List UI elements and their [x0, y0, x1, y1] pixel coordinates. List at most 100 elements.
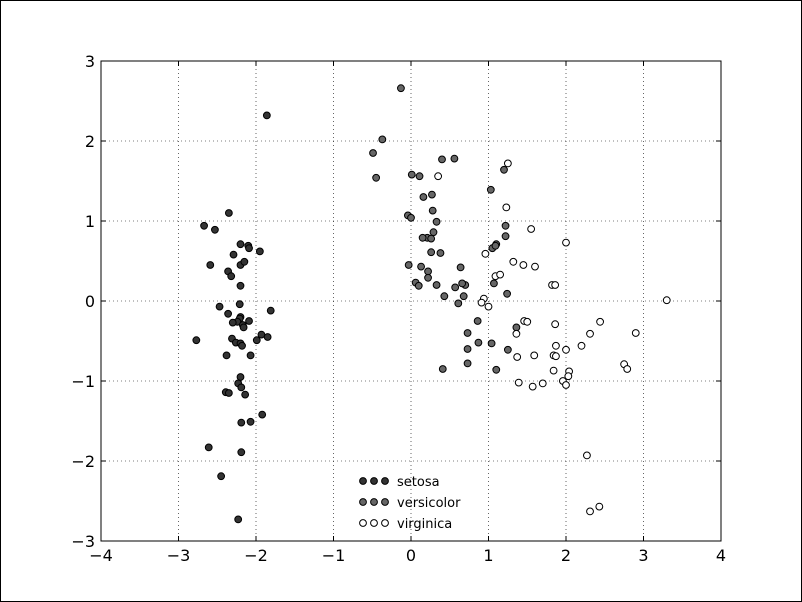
setosa-point — [263, 333, 272, 341]
versicolor-point — [458, 279, 467, 288]
legend-label-versicolor: versicolor — [397, 496, 461, 511]
setosa-point — [206, 261, 215, 269]
setosa-point — [241, 390, 250, 399]
versicolor-point — [473, 317, 482, 325]
virginica-point — [531, 262, 539, 271]
virginica-point — [530, 351, 539, 360]
virginica-point — [481, 249, 490, 258]
versicolor-point — [463, 359, 472, 368]
versicolor-point — [419, 193, 428, 201]
setosa-point — [228, 318, 237, 327]
virginica-point — [496, 270, 505, 279]
versicolor-point — [512, 323, 521, 332]
setosa-point — [236, 240, 245, 249]
setosa-point — [224, 209, 233, 217]
x-tick-label: 2 — [561, 546, 571, 565]
gridlines — [101, 61, 721, 541]
legend-label-virginica: virginica — [397, 517, 452, 532]
setosa-point — [224, 389, 233, 397]
legend-marker-versicolor — [381, 498, 389, 506]
virginica-point — [551, 281, 560, 289]
setosa-point — [224, 309, 233, 318]
virginica-point — [562, 381, 570, 389]
versicolor-point — [450, 154, 459, 163]
versicolor-point — [492, 365, 501, 374]
setosa-point — [246, 417, 255, 426]
versicolor-point — [503, 289, 512, 298]
virginica-point — [596, 317, 604, 326]
versicolor-point — [440, 292, 449, 301]
versicolor-point — [427, 248, 436, 257]
virginica-point — [519, 261, 528, 269]
versicolor-point — [490, 279, 498, 288]
versicolor-point — [432, 217, 441, 226]
versicolor-point — [438, 365, 447, 373]
legend-marker-versicolor — [359, 498, 367, 506]
virginica-point — [512, 329, 521, 338]
versicolor-point — [428, 206, 437, 215]
setosa-point — [192, 336, 201, 345]
setosa-point — [227, 272, 236, 281]
versicolor-point — [501, 221, 510, 230]
virginica-point — [552, 341, 560, 350]
versicolor-point — [503, 345, 512, 354]
versicolor-point — [436, 249, 445, 257]
x-tick-label: 0 — [406, 546, 416, 565]
versicolor-point — [459, 292, 468, 301]
versicolor-point — [491, 241, 500, 250]
legend-marker-versicolor — [370, 498, 378, 506]
setosa-point — [245, 317, 253, 325]
versicolor-point — [404, 261, 413, 269]
virginica-point — [477, 298, 486, 307]
setosa-point — [236, 281, 245, 290]
setosa-point — [252, 336, 261, 345]
legend-marker-virginica — [359, 519, 367, 527]
versicolor-point — [417, 262, 425, 271]
setosa-point — [217, 472, 226, 481]
virginica-point — [551, 320, 560, 329]
virginica-point — [538, 379, 547, 388]
virginica-point — [503, 159, 512, 168]
setosa-point — [239, 323, 248, 332]
setosa-point — [240, 257, 249, 266]
versicolor-point — [429, 228, 438, 237]
y-tick-label: 0 — [85, 292, 95, 311]
setosa-point — [222, 351, 231, 360]
x-tick-label: −3 — [167, 546, 191, 565]
legend-label-setosa: setosa — [397, 475, 440, 490]
versicolor-point — [454, 299, 463, 308]
versicolor-point — [474, 338, 483, 347]
x-tick-label: −4 — [89, 546, 113, 565]
legend: setosa versicolor virginica — [359, 475, 461, 532]
virginica-point — [562, 238, 570, 247]
virginica-point — [509, 257, 518, 266]
versicolor-point — [432, 281, 441, 289]
setosa-point — [235, 300, 244, 309]
virginica-point — [586, 329, 594, 338]
versicolor-point — [487, 339, 496, 348]
versicolor-point — [438, 155, 446, 164]
virginica-point — [484, 302, 493, 311]
virginica-point — [577, 341, 586, 350]
x-tick-label: 1 — [483, 546, 493, 565]
virginica-point — [552, 352, 560, 361]
setosa-point — [215, 302, 224, 311]
virginica-point — [595, 502, 604, 511]
data-points — [192, 84, 671, 524]
virginica-point — [631, 329, 640, 337]
y-tick-label: −3 — [71, 532, 95, 551]
setosa-point — [246, 351, 255, 360]
versicolor-point — [451, 283, 460, 292]
versicolor-point — [456, 263, 465, 272]
setosa-point — [200, 221, 208, 230]
x-tick-label: 4 — [716, 546, 726, 565]
versicolor-point — [372, 173, 381, 182]
virginica-point — [562, 345, 570, 354]
versicolor-point — [415, 172, 424, 181]
setosa-point — [204, 443, 213, 452]
versicolor-point — [418, 233, 427, 242]
versicolor-point — [397, 84, 405, 93]
legend-marker-setosa — [370, 477, 378, 485]
